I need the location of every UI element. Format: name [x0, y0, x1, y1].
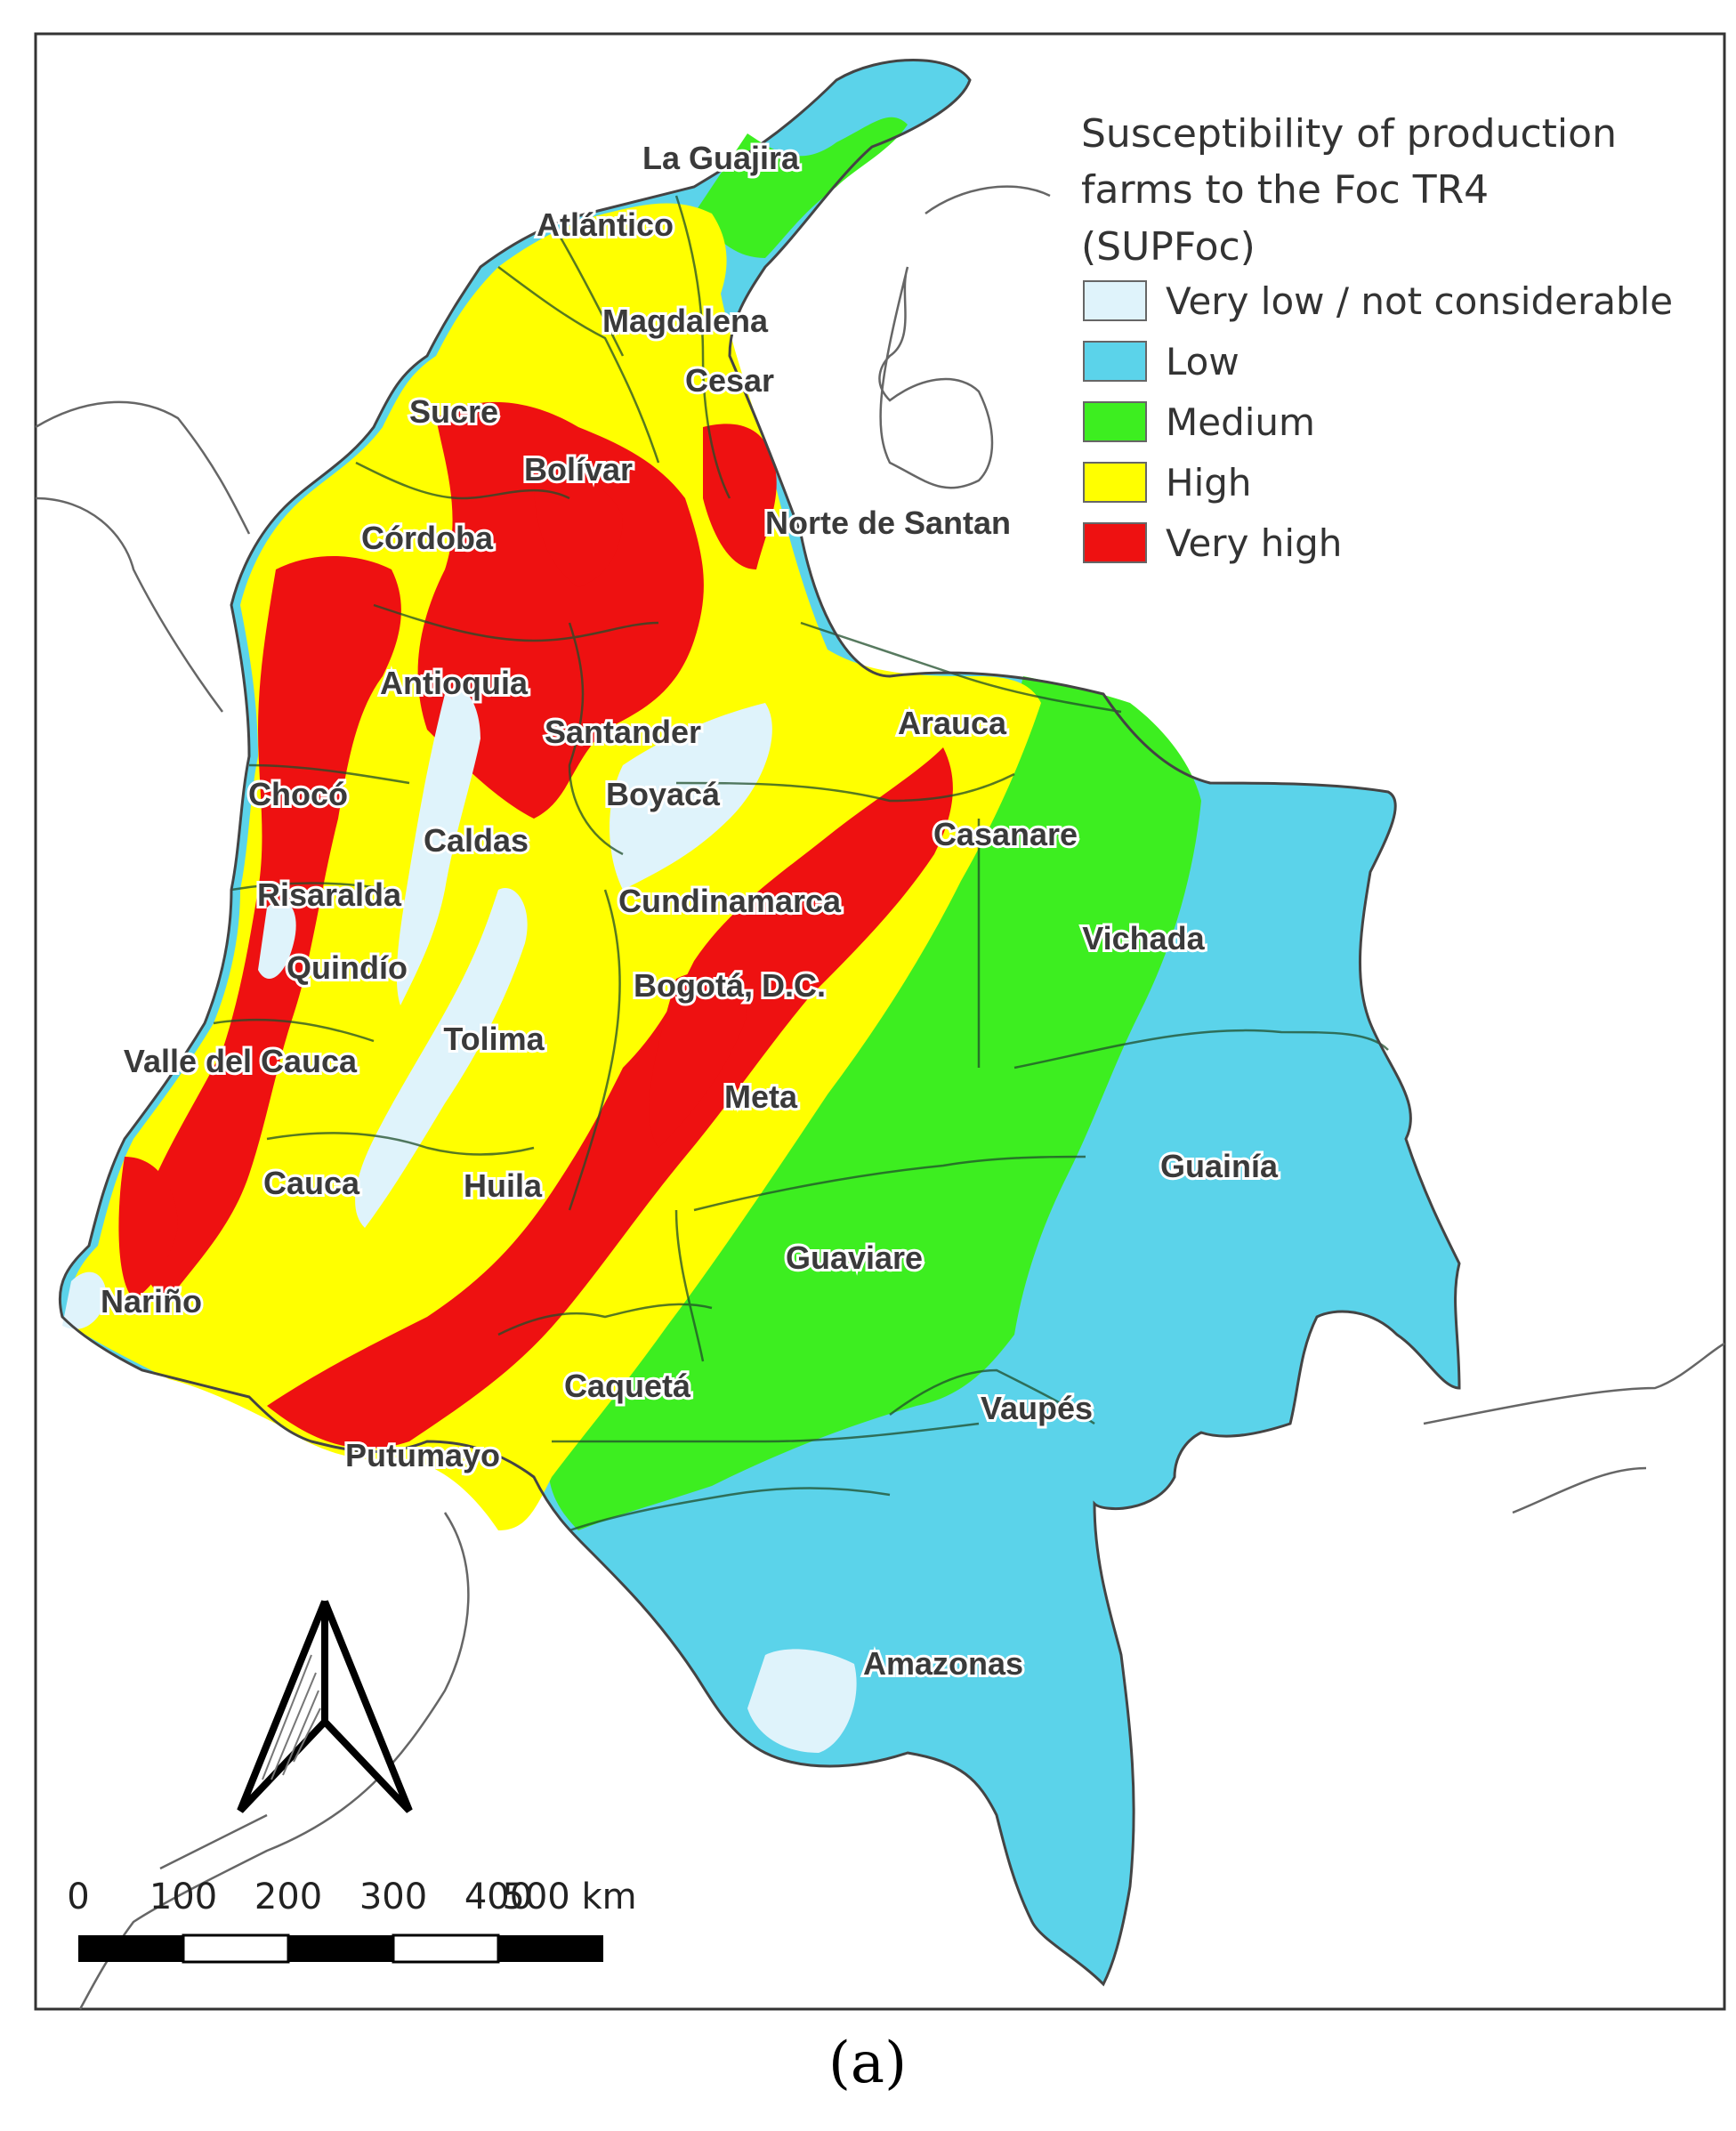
department-label: Santander: [545, 714, 701, 750]
department-label: Putumayo: [345, 1437, 500, 1473]
legend-swatch: [1083, 462, 1147, 503]
legend-label: Low: [1166, 340, 1239, 383]
zone-very-low: [62, 688, 857, 1753]
neighbor-borders: [35, 185, 1725, 2010]
department-label: Quindío: [287, 949, 408, 986]
department-label: Meta: [724, 1078, 798, 1115]
department-label: Caldas: [424, 822, 529, 859]
department-label: Sucre: [409, 393, 498, 430]
legend-label: Very low / not considerable: [1166, 279, 1673, 323]
department-label: Casanare: [933, 816, 1078, 852]
department-label: Antioquia: [380, 665, 529, 701]
scale-tick-label: 400: [464, 1877, 532, 1917]
department-label: Bogotá, D.C.: [634, 967, 826, 1004]
legend-label: Very high: [1166, 521, 1342, 565]
department-label: Bolívar: [524, 451, 633, 488]
department-label: Amazonas: [863, 1645, 1023, 1682]
scale-tick-label: 200: [254, 1877, 322, 1917]
department-label: Boyacá: [606, 776, 721, 812]
legend-swatch: [1083, 280, 1147, 321]
legend-title-line-3: (SUPFoc): [1081, 224, 1256, 270]
department-label: Magdalena: [602, 303, 769, 339]
department-label: Guaviare: [786, 1239, 923, 1276]
legend-title-line-1: Susceptibility of production: [1081, 111, 1617, 157]
department-label: Nariño: [101, 1283, 202, 1320]
legend-label: High: [1166, 461, 1252, 504]
legend-swatch: [1083, 401, 1147, 442]
department-label: Vichada: [1082, 920, 1205, 957]
department-label: Arauca: [898, 705, 1007, 741]
department-label: Cauca: [263, 1165, 360, 1201]
department-label: Córdoba: [361, 520, 494, 556]
scale-tick-label: 100: [149, 1877, 217, 1917]
department-label: Tolima: [443, 1021, 545, 1057]
department-label: Atlántico: [537, 206, 674, 243]
department-label: Norte de Santan: [765, 504, 1011, 541]
legend-title-line-2: farms to the Foc TR4: [1081, 167, 1489, 213]
department-label: Cundinamarca: [618, 883, 842, 919]
country-outline: [58, 59, 1461, 1987]
department-labels: La Guajira Atlántico Magdalena Cesar Sucre Bo…: [98, 137, 1281, 1684]
department-label: Chocó: [248, 776, 348, 812]
north-arrow-icon: [237, 1600, 413, 1813]
legend-swatch: [1083, 522, 1147, 563]
department-label: Cesar: [685, 362, 774, 399]
department-label: Vaupés: [981, 1390, 1093, 1426]
department-borders: [213, 195, 1389, 1532]
zone-high: [69, 203, 1042, 1530]
zone-medium: [548, 117, 1201, 1531]
department-label: Guainía: [1160, 1148, 1279, 1184]
scale-tick-label: 300: [359, 1877, 427, 1917]
department-label: Valle del Cauca: [124, 1043, 358, 1079]
legend-swatch: [1083, 341, 1147, 382]
department-label: Caquetá: [564, 1368, 691, 1404]
legend: Susceptibility of production farms to th…: [1081, 111, 1673, 565]
legend-label: Medium: [1166, 400, 1315, 444]
country-zones: [60, 60, 1460, 1984]
scale-tick-label: 0: [67, 1877, 89, 1917]
department-label: La Guajira: [642, 140, 800, 176]
legend-items: Very low / not considerable Low Medium High…: [1083, 279, 1673, 565]
scale-tick-label: 500 km: [502, 1877, 636, 1917]
department-label: Risaralda: [257, 876, 402, 913]
figure-caption: (a): [828, 2030, 907, 2096]
department-label: Huila: [464, 1167, 543, 1204]
